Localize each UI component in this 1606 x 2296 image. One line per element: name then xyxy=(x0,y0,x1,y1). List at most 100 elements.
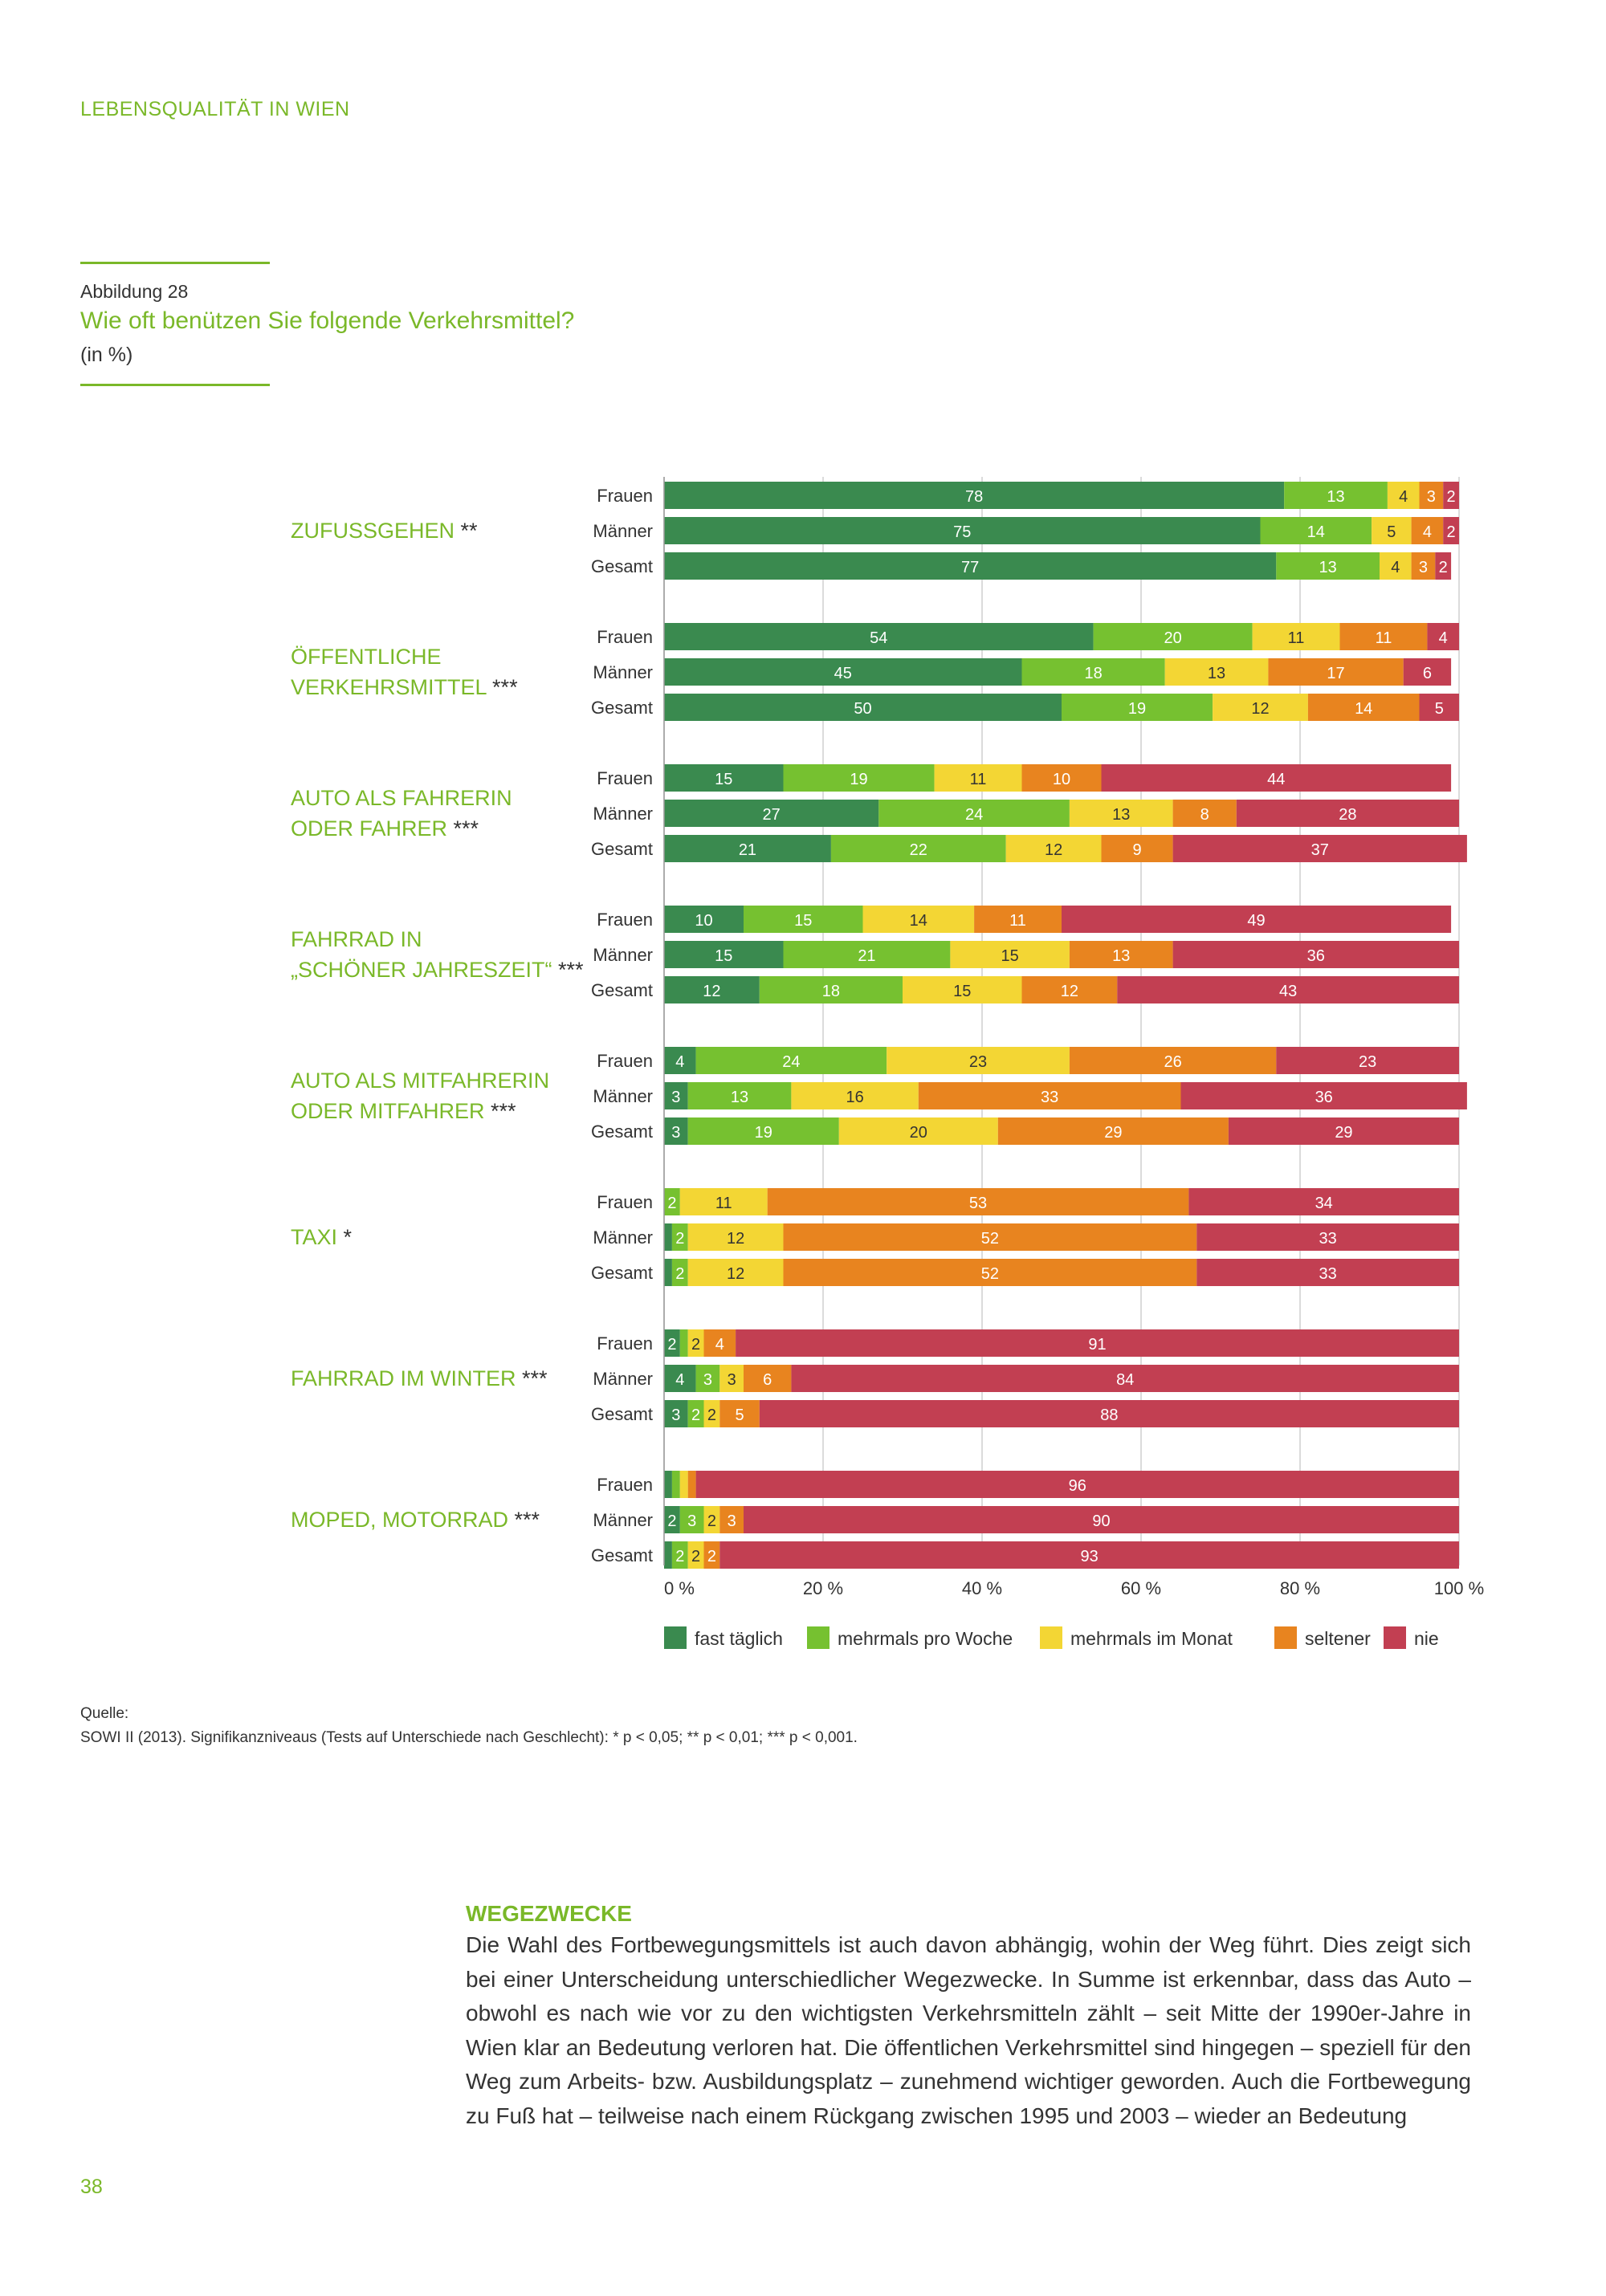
data-label: 2 xyxy=(1447,488,1456,506)
data-label: 37 xyxy=(1311,841,1329,859)
data-label: 53 xyxy=(969,1195,987,1212)
bar-segment xyxy=(703,1329,736,1357)
data-label: 4 xyxy=(675,1053,684,1071)
bar-segment xyxy=(1069,1047,1277,1074)
bar-segment xyxy=(664,1506,680,1533)
data-label: 3 xyxy=(1427,488,1436,506)
row-label: Gesamt xyxy=(591,1404,653,1424)
bar-segment xyxy=(791,1365,1459,1392)
bar-segment xyxy=(862,906,975,933)
data-label: 5 xyxy=(735,1407,744,1424)
data-label: 26 xyxy=(1164,1053,1181,1071)
data-label: 12 xyxy=(1251,700,1269,718)
bar-segment xyxy=(664,835,831,862)
row-label: Männer xyxy=(593,804,653,824)
row-label: Gesamt xyxy=(591,556,653,576)
bar-segment xyxy=(664,552,1277,580)
data-label: 2 xyxy=(1447,523,1456,541)
legend-swatch xyxy=(807,1626,829,1649)
x-axis: 0 % 20 % 40 % 60 % 80 % 100 % xyxy=(663,477,1484,1598)
row-label: Gesamt xyxy=(591,1263,653,1283)
row-label: Gesamt xyxy=(591,980,653,1000)
bar-segment xyxy=(664,482,1285,509)
data-label: 77 xyxy=(961,559,979,576)
data-label: 4 xyxy=(1439,629,1448,647)
bar-segment xyxy=(783,764,935,792)
data-label: 3 xyxy=(703,1371,712,1389)
bar-segment xyxy=(1069,800,1173,827)
data-label: 20 xyxy=(910,1124,927,1142)
legend: fast täglich mehrmals pro Woche mehrmals i… xyxy=(664,1626,1439,1649)
bar-segment xyxy=(744,906,863,933)
row-label: Frauen xyxy=(597,1333,653,1354)
data-label: 3 xyxy=(687,1512,696,1530)
row-label: Frauen xyxy=(597,627,653,647)
data-label: 2 xyxy=(675,1230,684,1248)
data-label: 52 xyxy=(981,1230,999,1248)
bar-segment xyxy=(1427,623,1459,650)
bar-segment xyxy=(695,1047,887,1074)
bar-segment xyxy=(687,1082,792,1109)
data-label: 2 xyxy=(667,1195,676,1212)
bar-segment xyxy=(664,1223,672,1251)
source-note: Quelle: SOWI II (2013). Signifikanznivea… xyxy=(80,1702,858,1750)
bar-segment xyxy=(1411,517,1444,544)
data-label: 15 xyxy=(953,983,971,1000)
legend-label: seltener xyxy=(1305,1628,1371,1649)
data-label: 36 xyxy=(1315,1089,1333,1106)
bar-segment xyxy=(744,1506,1459,1533)
bar-segment xyxy=(950,941,1070,968)
row-label: Gesamt xyxy=(591,839,653,859)
bar-segment xyxy=(719,1506,744,1533)
row-label: Männer xyxy=(593,521,653,541)
bar-segment xyxy=(1062,906,1452,933)
data-label: 17 xyxy=(1327,665,1344,682)
bar-segment xyxy=(736,1329,1459,1357)
bar-segment xyxy=(664,941,784,968)
data-label: 10 xyxy=(695,912,712,930)
bar-segment xyxy=(664,1400,688,1427)
bar-segment xyxy=(759,1400,1459,1427)
bar-segment xyxy=(1276,552,1380,580)
section-body: Die Wahl des Fortbewegungsmittels ist au… xyxy=(466,1932,1471,2128)
data-label: 2 xyxy=(707,1407,716,1424)
data-label: 3 xyxy=(728,1371,736,1389)
bar-segment xyxy=(687,1117,839,1145)
figure-title: Wie oft benützen Sie folgende Verkehrsmi… xyxy=(80,307,575,334)
data-label: 4 xyxy=(675,1371,684,1389)
section-heading: WEGEZWECKE xyxy=(466,1901,632,1926)
data-label: 84 xyxy=(1116,1371,1134,1389)
data-label: 27 xyxy=(763,806,781,824)
data-label: 4 xyxy=(1423,523,1432,541)
data-label: 8 xyxy=(1200,806,1209,824)
data-label: 11 xyxy=(1288,629,1305,647)
category-label: TAXI * xyxy=(291,1225,353,1249)
category-label: AUTO ALS MITFAHRERIN xyxy=(291,1069,549,1093)
data-label: 19 xyxy=(1128,700,1146,718)
bar-segment xyxy=(664,1471,672,1498)
data-label: 3 xyxy=(671,1124,680,1142)
bar-segment xyxy=(918,1082,1181,1109)
bar-segment xyxy=(671,1541,688,1569)
data-label: 2 xyxy=(691,1548,700,1565)
bar-segment xyxy=(1419,694,1459,721)
bar-segment xyxy=(687,1329,704,1357)
data-label: 18 xyxy=(1084,665,1102,682)
data-label: 2 xyxy=(691,1336,700,1354)
data-label: 3 xyxy=(671,1407,680,1424)
data-label: 34 xyxy=(1315,1195,1333,1212)
bar-segment xyxy=(1419,482,1444,509)
row-label: Frauen xyxy=(597,1475,653,1495)
row-label: Frauen xyxy=(597,486,653,506)
bar-segment xyxy=(1387,482,1420,509)
bar-segment xyxy=(703,1506,720,1533)
row-label: Frauen xyxy=(597,910,653,930)
bar-segment xyxy=(1172,800,1237,827)
source-text: SOWI II (2013). Signifikanzniveaus (Test… xyxy=(80,1729,858,1746)
data-label: 23 xyxy=(969,1053,987,1071)
x-tick-label: 0 % xyxy=(664,1578,695,1598)
data-label: 15 xyxy=(794,912,812,930)
data-label: 49 xyxy=(1247,912,1265,930)
bar-segment xyxy=(664,1047,696,1074)
